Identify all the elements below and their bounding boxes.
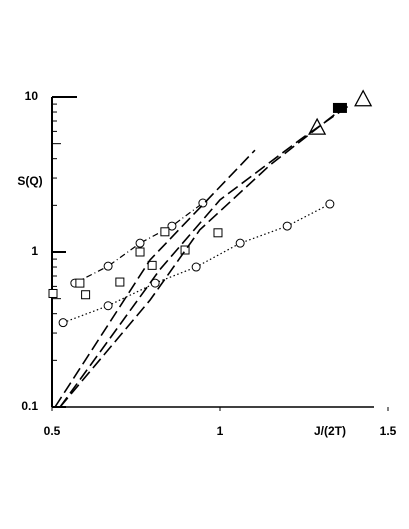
- series-line: [59, 104, 351, 408]
- y-tick-label: 10: [25, 89, 39, 103]
- x-tick-label: 1: [217, 424, 224, 438]
- marker: [235, 238, 245, 248]
- marker: [115, 277, 125, 287]
- marker: [135, 247, 145, 257]
- marker: [180, 245, 190, 255]
- marker: [160, 227, 170, 237]
- series-line: [59, 109, 341, 408]
- marker: [354, 89, 373, 107]
- marker: [103, 261, 113, 271]
- marker: [103, 301, 113, 311]
- marker: [58, 318, 68, 328]
- x-tick-label: 0.5: [44, 424, 61, 438]
- marker: [325, 199, 335, 209]
- marker: [135, 238, 145, 248]
- marker: [167, 221, 177, 231]
- x-axis-label: J/(2T): [314, 424, 346, 438]
- series-line: [54, 149, 256, 408]
- marker: [282, 221, 292, 231]
- y-axis-label: S(Q): [17, 174, 42, 188]
- marker: [81, 290, 91, 300]
- marker: [75, 278, 85, 288]
- y-tick-label: 0.1: [21, 399, 38, 413]
- marker: [150, 278, 160, 288]
- marker: [191, 262, 201, 272]
- x-tick-label: 1.5: [380, 424, 397, 438]
- marker: [198, 198, 208, 208]
- marker: [332, 102, 347, 113]
- marker: [213, 228, 223, 238]
- marker: [48, 288, 58, 298]
- marker: [147, 260, 157, 270]
- y-tick-label: 1: [31, 244, 38, 258]
